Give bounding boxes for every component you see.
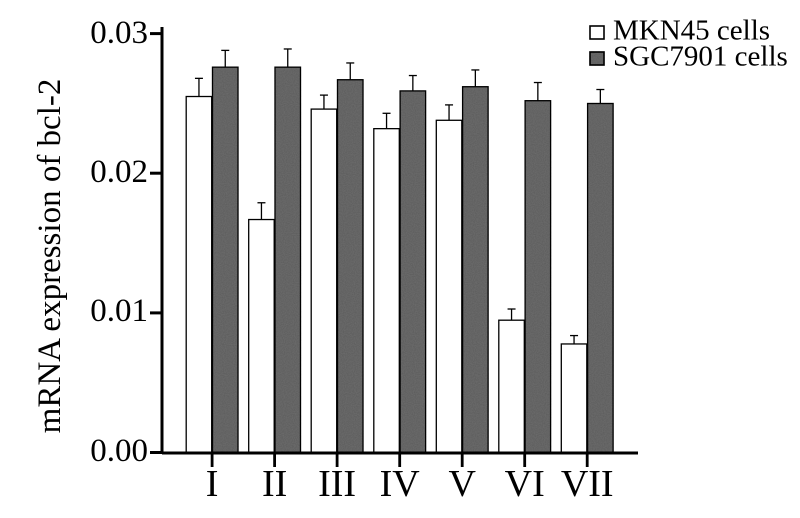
svg-text:V: V — [448, 463, 476, 505]
svg-text:0.02: 0.02 — [90, 154, 148, 190]
svg-text:VII: VII — [561, 463, 614, 505]
svg-text:II: II — [262, 463, 287, 505]
svg-text:0.03: 0.03 — [90, 15, 148, 51]
svg-text:IV: IV — [380, 463, 421, 505]
svg-text:0.00: 0.00 — [90, 433, 148, 469]
svg-text:III: III — [318, 463, 356, 505]
svg-text:mRNA expression of bcl-2: mRNA expression of bcl-2 — [32, 79, 68, 434]
svg-text:VI: VI — [505, 463, 545, 505]
svg-text:I: I — [206, 463, 219, 505]
svg-text:0.01: 0.01 — [90, 293, 148, 329]
svg-text:SGC7901 cells: SGC7901 cells — [613, 41, 788, 73]
